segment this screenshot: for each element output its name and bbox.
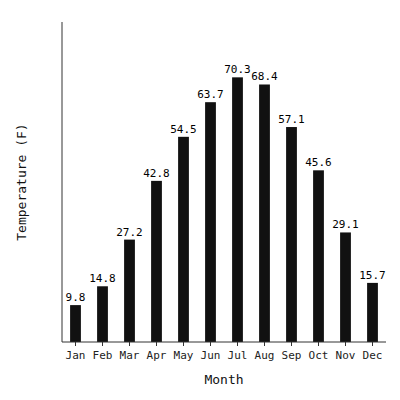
bar (259, 84, 270, 342)
background (0, 0, 400, 400)
bar (151, 181, 162, 342)
x-tick-label: Jan (66, 349, 86, 362)
bar (367, 283, 378, 342)
data-label: 45.6 (305, 156, 332, 169)
x-tick (75, 342, 76, 346)
chart-svg: 9.814.8 27.2 42.8 54.5 63.770.368.4 57.1 45.6 2… (0, 0, 400, 400)
x-tick (345, 342, 346, 346)
data-label: 27.2 (116, 226, 143, 239)
bar (340, 232, 351, 342)
data-label: 15.7 (359, 269, 386, 282)
chart-container: 9.814.8 27.2 42.8 54.5 63.770.368.4 57.1 45.6 2… (0, 0, 400, 400)
bar (286, 127, 297, 342)
data-label: 57.1 (278, 113, 305, 126)
y-axis-line (62, 22, 63, 342)
x-tick (237, 342, 238, 346)
x-tick (210, 342, 211, 346)
x-tick (372, 342, 373, 346)
data-label: 63.7 (197, 88, 224, 101)
x-tick-label: Mar (120, 349, 140, 362)
x-tick-label: Jun (201, 349, 221, 362)
x-tick (183, 342, 184, 346)
data-label: 29.1 (332, 218, 359, 231)
x-tick-label: Oct (309, 349, 329, 362)
x-tick-label: Aug (255, 349, 275, 362)
data-label: 14.8 (89, 272, 116, 285)
data-label: 68.4 (251, 70, 278, 83)
bar (313, 170, 324, 342)
bar (70, 305, 81, 342)
x-tick (318, 342, 319, 346)
x-tick-label: Jul (228, 349, 248, 362)
data-label: 42.8 (143, 167, 170, 180)
bar (97, 286, 108, 342)
x-tick (102, 342, 103, 346)
y-axis-label: Temperature (F) (14, 123, 29, 240)
data-label: 9.8 (66, 291, 86, 304)
x-tick-label: Nov (336, 349, 356, 362)
data-label: 54.5 (170, 123, 197, 136)
bar (124, 240, 135, 342)
x-axis-line (62, 342, 386, 343)
x-tick-label: Dec (363, 349, 383, 362)
x-tick-label: May (174, 349, 194, 362)
bar (205, 102, 216, 342)
x-tick (291, 342, 292, 346)
bar (232, 77, 243, 342)
x-tick-label: Sep (282, 349, 302, 362)
x-tick (264, 342, 265, 346)
bars (70, 77, 378, 342)
bar (178, 137, 189, 342)
data-label: 70.3 (224, 63, 251, 76)
x-tick (156, 342, 157, 346)
x-axis-label: Month (204, 372, 243, 387)
x-tick-label: Apr (147, 349, 167, 362)
x-tick (129, 342, 130, 346)
x-tick-label: Feb (93, 349, 113, 362)
